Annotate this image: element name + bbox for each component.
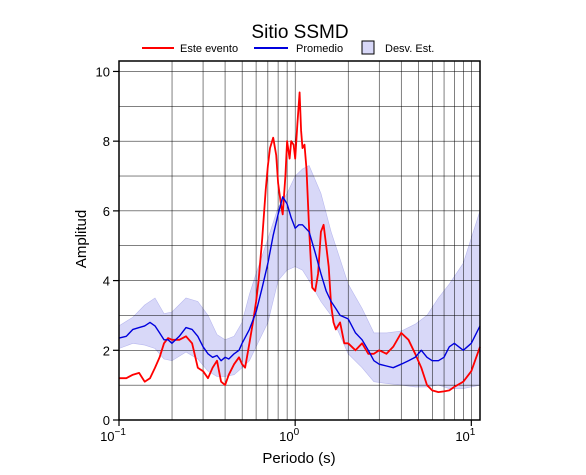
legend-label-mean: Promedio	[296, 43, 343, 55]
y-tick-label: 2	[103, 343, 110, 358]
y-tick-label: 4	[103, 274, 110, 289]
y-tick-label: 10	[96, 64, 110, 79]
chart-title: Sitio SSMD	[251, 22, 348, 43]
y-tick-label: 6	[103, 204, 110, 219]
y-axis-label: Amplitud	[73, 210, 90, 268]
event-line	[119, 91, 481, 394]
mean-line	[118, 196, 481, 369]
legend-label-event: Este evento	[180, 43, 238, 55]
x-tick-label: 101	[455, 427, 475, 444]
x-axis-label: Periodo (s)	[262, 450, 335, 467]
legend-swatch-std	[361, 40, 375, 55]
legend-label-std: Desv. Est.	[385, 43, 434, 55]
y-tick-label: 8	[103, 134, 110, 149]
y-tick-label: 0	[103, 413, 110, 428]
legend: Este evento Promedio Desv. Est.	[142, 40, 434, 55]
x-tick-label: 10−1	[100, 427, 126, 444]
plot-area: 0 2 4 6 8 10 10−1 100 101	[96, 60, 481, 444]
plot-frame	[118, 60, 481, 421]
x-tick-label: 100	[279, 427, 299, 444]
